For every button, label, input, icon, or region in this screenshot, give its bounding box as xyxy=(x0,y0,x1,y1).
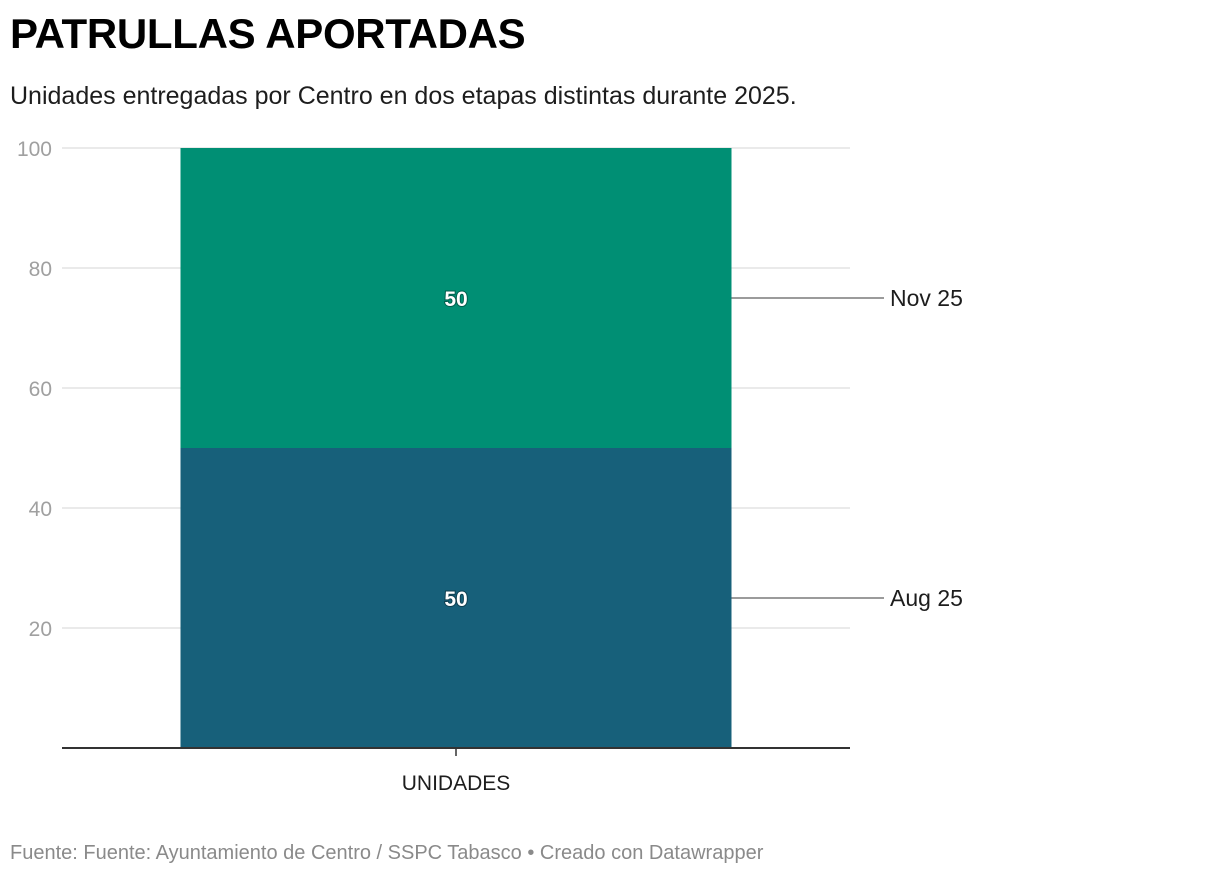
source-footer: Fuente: Fuente: Ayuntamiento de Centro /… xyxy=(10,842,764,864)
stacked-bar-chart: 20 40 60 80 100 50 Aug 25 50 Nov 25 UNIDADES xyxy=(17,138,963,795)
value-label-aug-25: 50 xyxy=(444,588,467,611)
series-label-nov-25: Nov 25 xyxy=(890,285,963,311)
chart-title: PATRULLAS APORTADAS xyxy=(10,10,526,57)
y-tick-label-100: 100 xyxy=(17,138,52,161)
series-label-aug-25: Aug 25 xyxy=(890,585,963,611)
y-tick-label-60: 60 xyxy=(29,378,52,401)
bar-segment-nov-25 xyxy=(180,148,732,448)
y-tick-label-20: 20 xyxy=(29,618,52,641)
chart-subtitle: Unidades entregadas por Centro en dos et… xyxy=(10,82,797,110)
bar-segment-aug-25 xyxy=(180,448,732,748)
x-category-label: UNIDADES xyxy=(402,772,511,795)
y-tick-label-80: 80 xyxy=(29,258,52,281)
y-tick-label-40: 40 xyxy=(29,498,52,521)
value-label-nov-25: 50 xyxy=(444,288,467,311)
